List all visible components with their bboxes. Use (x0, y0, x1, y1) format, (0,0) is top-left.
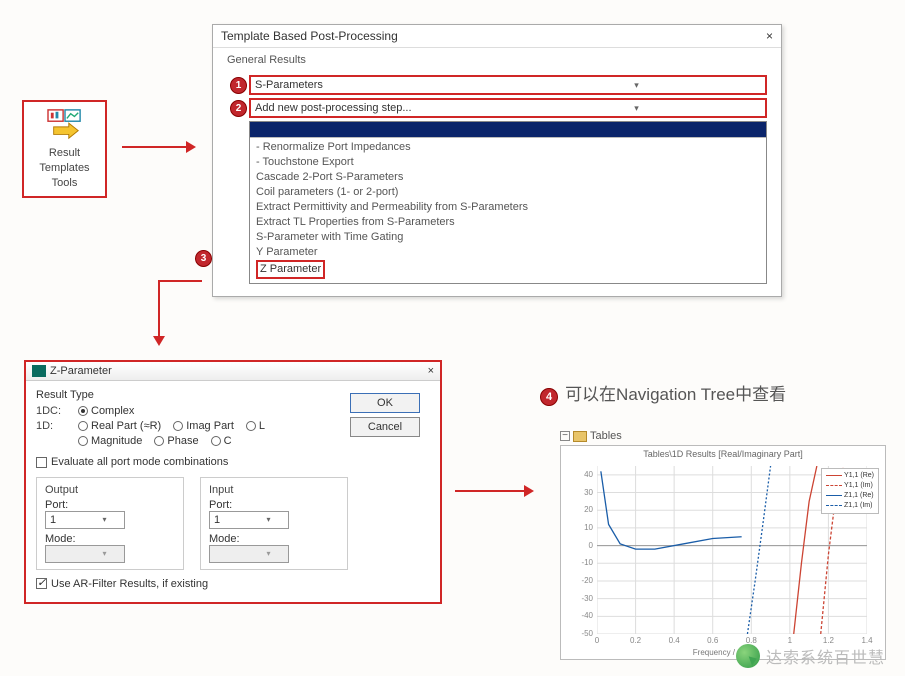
s-parameters-combo[interactable]: 1 S-Parameters▾ (249, 75, 767, 95)
z-parameter-dialog: Z-Parameter × Result Type 1DC: Complex 1… (24, 360, 442, 604)
list-item[interactable]: Z Parameter (256, 260, 325, 279)
arrow-elbow (158, 280, 202, 282)
input-group: Input Port: 1▾ Mode: ▾ (200, 477, 348, 570)
result-type-label: Result Type (36, 389, 350, 401)
c-radio[interactable]: C (211, 435, 232, 447)
list-item[interactable]: - Touchstone Export (256, 155, 760, 170)
output-group: Output Port: 1▾ Mode: ▾ (36, 477, 184, 570)
list-item[interactable]: Extract TL Properties from S-Parameters (256, 215, 760, 230)
magnitude-radio[interactable]: Magnitude (78, 435, 142, 447)
l-radio[interactable]: L (246, 420, 265, 432)
step-badge-2: 2 (230, 100, 247, 117)
wechat-icon (736, 644, 760, 668)
postprocess-options-listbox[interactable]: - Renormalize Port Impedances- Touchston… (249, 121, 767, 284)
window-icon (32, 365, 46, 377)
imag-part-radio[interactable]: Imag Part (173, 420, 234, 432)
results-chart: Tables\1D Results [Real/Imaginary Part] … (560, 445, 886, 660)
complex-radio[interactable]: Complex (78, 405, 134, 417)
list-item[interactable]: Extract Permittivity and Permeability fr… (256, 200, 760, 215)
chart-legend: Y1,1 (Re)Y1,1 (Im)Z1,1 (Re)Z1,1 (Im) (821, 468, 879, 514)
add-step-combo[interactable]: 2 Add new post-processing step...▾ (249, 98, 767, 118)
arrow-dialog-to-zparam (158, 280, 160, 342)
navigation-tree-note: 4 可以在Navigation Tree中查看 (540, 380, 786, 406)
chevron-down-icon: ▾ (508, 103, 765, 114)
arrow-toolbox-to-dialog (122, 146, 192, 148)
step-badge-3: 3 (195, 250, 212, 267)
list-item[interactable]: S-Parameter with Time Gating (256, 230, 760, 245)
template-postprocessing-dialog: Template Based Post-Processing × General… (212, 24, 782, 297)
list-item[interactable]: Cascade 2-Port S-Parameters (256, 170, 760, 185)
phase-radio[interactable]: Phase (154, 435, 198, 447)
list-item[interactable]: Coil parameters (1- or 2-port) (256, 185, 760, 200)
ok-button[interactable]: OK (350, 393, 420, 413)
zparam-title: Z-Parameter (50, 365, 112, 377)
cancel-button[interactable]: Cancel (350, 417, 420, 437)
close-icon[interactable]: × (766, 29, 773, 43)
step-badge-1: 1 (230, 77, 247, 94)
input-mode-combo[interactable]: ▾ (209, 545, 289, 563)
chevron-down-icon: ▾ (85, 515, 124, 524)
result-templates-icon (46, 108, 84, 142)
tree-collapse-icon[interactable]: − (560, 431, 570, 441)
dialog-title: Template Based Post-Processing (221, 29, 398, 43)
output-mode-combo[interactable]: ▾ (45, 545, 125, 563)
list-item[interactable]: Y Parameter (256, 245, 760, 260)
close-icon[interactable]: × (428, 365, 434, 377)
folder-icon (573, 431, 587, 442)
result-templates-toolbox[interactable]: Result Templates Tools (22, 100, 107, 198)
real-part-radio[interactable]: Real Part (≈R) (78, 420, 161, 432)
toolbox-label: Result Templates Tools (39, 146, 89, 191)
general-results-label: General Results (213, 48, 781, 70)
input-port-combo[interactable]: 1▾ (209, 511, 289, 529)
chart-title: Tables\1D Results [Real/Imaginary Part] (561, 446, 885, 462)
output-port-combo[interactable]: 1▾ (45, 511, 125, 529)
list-item[interactable]: - Renormalize Port Impedances (256, 140, 760, 155)
watermark: 达索系统百世慧 (736, 644, 885, 668)
arrow-zparam-to-tree (455, 490, 530, 492)
chevron-down-icon: ▾ (508, 80, 765, 91)
use-ar-filter-checkbox[interactable]: Use AR-Filter Results, if existing (36, 578, 208, 590)
step-badge-4: 4 (540, 388, 558, 406)
eval-all-checkbox[interactable]: Evaluate all port mode combinations (36, 456, 228, 468)
